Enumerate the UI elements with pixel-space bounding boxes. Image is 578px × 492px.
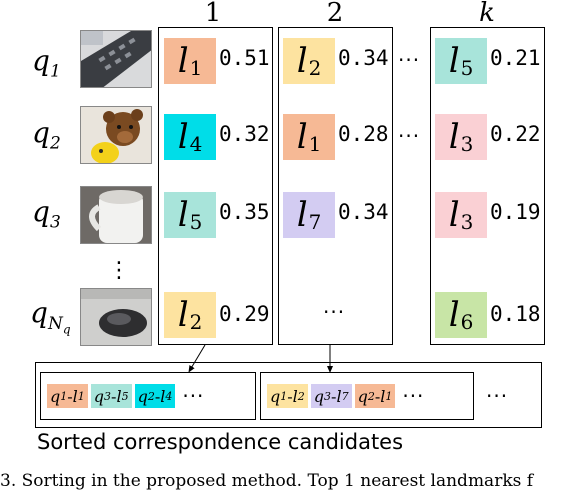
vertical-ellipsis: ⋮ bbox=[108, 258, 130, 283]
similarity-score: 0.51 bbox=[219, 46, 270, 70]
ellipsis: ··· bbox=[402, 384, 425, 408]
rank-2-column bbox=[278, 27, 393, 345]
query-image-keyboard bbox=[80, 30, 152, 88]
ellipsis: ··· bbox=[182, 384, 205, 408]
ellipsis: ··· bbox=[323, 300, 346, 324]
similarity-score: 0.34 bbox=[338, 46, 389, 70]
similarity-score: 0.19 bbox=[490, 200, 541, 224]
query-label-nq: qNq bbox=[30, 296, 71, 336]
query-image-teddy-bear bbox=[80, 106, 152, 164]
column-header-2: 2 bbox=[326, 0, 344, 28]
figure-caption: 3. Sorting in the proposed method. Top 1… bbox=[0, 471, 534, 491]
similarity-score: 0.28 bbox=[338, 122, 389, 146]
similarity-score: 0.22 bbox=[490, 122, 541, 146]
similarity-score: 0.35 bbox=[219, 200, 270, 224]
query-label-1: q1 bbox=[32, 44, 61, 82]
ellipsis: ··· bbox=[398, 124, 421, 148]
column-header-k: k bbox=[479, 0, 495, 28]
similarity-score: 0.21 bbox=[490, 46, 541, 70]
similarity-score: 0.29 bbox=[219, 302, 270, 326]
query-label-2: q2 bbox=[32, 116, 61, 154]
rank-k-column bbox=[430, 27, 545, 345]
rank-1-column bbox=[158, 27, 273, 345]
similarity-score: 0.18 bbox=[490, 302, 541, 326]
sorted-candidates-box bbox=[35, 362, 542, 428]
column-header-1: 1 bbox=[204, 0, 222, 28]
ellipsis: ··· bbox=[398, 48, 421, 72]
arrow-rank-1 bbox=[188, 344, 206, 373]
query-image-mug bbox=[80, 186, 152, 244]
sorted-candidates-caption: Sorted correspondence candidates bbox=[37, 430, 404, 454]
ellipsis: ··· bbox=[486, 384, 509, 408]
similarity-score: 0.34 bbox=[338, 200, 389, 224]
query-image-mouse bbox=[80, 288, 152, 346]
similarity-score: 0.32 bbox=[219, 122, 270, 146]
query-label-3: q3 bbox=[32, 195, 61, 233]
